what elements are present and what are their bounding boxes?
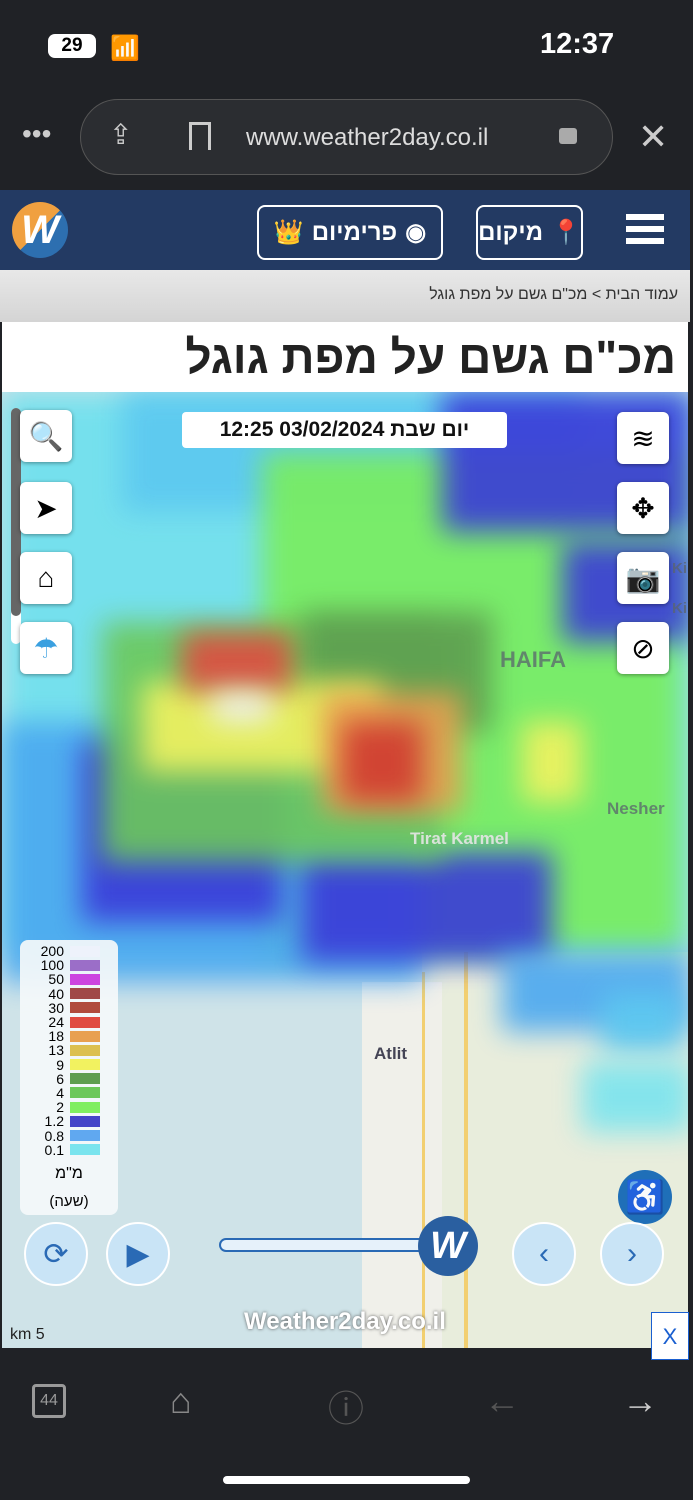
site-header: W ◉ פרימיום 👑 📍 מיקום (0, 190, 690, 270)
legend-item: 18 (26, 1029, 112, 1043)
next-button[interactable]: › (600, 1222, 664, 1286)
legend-item: 0.1 (26, 1143, 112, 1157)
refresh-button[interactable]: ⟳ (24, 1222, 88, 1286)
legend-swatch (70, 1059, 100, 1071)
home-icon[interactable]: ⌂ (170, 1380, 192, 1421)
info-icon[interactable]: ⓘ (328, 1388, 365, 1429)
map-label-tirat-karmel: Tirat Karmel (410, 829, 509, 848)
legend-item: 50 (26, 972, 112, 986)
legend-item: 100 (26, 958, 112, 972)
legend-swatch (70, 973, 100, 985)
premium-button[interactable]: ◉ פרימיום 👑 (257, 205, 443, 260)
legend-swatch (70, 959, 100, 971)
clock: 12:37 (540, 28, 615, 60)
scrollbar[interactable] (11, 408, 21, 644)
pin-icon: 📍 (551, 219, 581, 246)
location-button[interactable]: 📍 מיקום (476, 205, 583, 260)
legend-swatch (70, 1030, 100, 1042)
radar-timestamp: יום שבת 03/02/2024 12:25 (182, 412, 507, 448)
tabs-button[interactable]: 44 (32, 1384, 66, 1418)
bookmark-icon[interactable] (189, 122, 211, 150)
legend-item: 9 (26, 1058, 112, 1072)
fullscreen-icon[interactable]: ✥ (617, 482, 669, 534)
slider-handle[interactable]: W (418, 1216, 478, 1276)
map-label-atlit: Atlit (374, 1044, 408, 1063)
legend-swatch (70, 945, 100, 957)
close-icon[interactable]: ✕ (638, 116, 669, 157)
home-indicator (223, 1476, 470, 1484)
address-bar[interactable]: ⇪ www.weather2day.co.il (80, 99, 613, 175)
url-text[interactable]: www.weather2day.co.il (246, 124, 489, 151)
umbrella-icon[interactable]: ☂ (20, 622, 72, 674)
legend-item: 200 (26, 944, 112, 958)
map-scale: km 5 (10, 1326, 45, 1343)
legend-item: 6 (26, 1072, 112, 1086)
site-logo[interactable]: W (12, 202, 68, 258)
watermark: Weather2day.co.il (244, 1308, 446, 1335)
radar-echo (582, 1062, 688, 1132)
legend-item: 13 (26, 1043, 112, 1057)
legend-period: (שעה) (49, 1192, 89, 1210)
legend-swatch (70, 1115, 100, 1127)
search-icon[interactable]: 🔍 (20, 410, 72, 462)
legend-swatch (70, 1144, 100, 1156)
legend-item: 1.2 (26, 1114, 112, 1128)
satellite-icon[interactable]: ⊘ (617, 622, 669, 674)
legend-item: 24 (26, 1015, 112, 1029)
legend-swatch (70, 988, 100, 1000)
legend-swatch (70, 1044, 100, 1056)
legend-item: 2 (26, 1100, 112, 1114)
lock-icon (559, 128, 577, 144)
camera-icon[interactable]: 📷 (617, 552, 669, 604)
previous-button[interactable]: ‹ (512, 1222, 576, 1286)
map-label-haifa: HAIFA (500, 647, 566, 672)
crown-icon: 👑 (273, 219, 304, 246)
legend-swatch (70, 1016, 100, 1028)
menu-icon[interactable] (626, 214, 664, 244)
rain-radar-map[interactable]: HAIFA Nesher Tirat Karmel Atlit Ki Ki יו… (2, 392, 688, 1348)
wifi-icon: 📶 (110, 35, 140, 62)
radar-echo (342, 722, 422, 802)
radar-echo (522, 722, 582, 802)
radar-echo (182, 632, 292, 692)
page-title: מכ"ם גשם על מפת גוגל (2, 322, 688, 392)
legend-swatch (70, 1087, 100, 1099)
home-icon[interactable]: ⌂ (20, 552, 72, 604)
navigate-icon[interactable]: ➤ (20, 482, 72, 534)
breadcrumb-current: מכ"ם גשם על מפת גוגל (429, 286, 588, 303)
browser-toolbar: 44 ⌂ ⓘ ← → (0, 1362, 693, 1500)
legend-swatch (70, 1130, 100, 1142)
radar-echo (302, 852, 552, 962)
legend-unit: מ"מ (55, 1164, 83, 1182)
ad-close-button[interactable]: X (651, 1312, 689, 1360)
legend-swatch (70, 1073, 100, 1085)
legend-item: 0.8 (26, 1128, 112, 1143)
breadcrumb: עמוד הבית > מכ"ם גשם על מפת גוגל (0, 270, 690, 322)
legend-swatch (70, 1101, 100, 1113)
radar-echo (602, 992, 682, 1052)
legend-item: 30 (26, 1001, 112, 1015)
forward-icon[interactable]: → (622, 1380, 658, 1421)
legend-swatch (70, 1002, 100, 1014)
breadcrumb-home[interactable]: עמוד הבית (605, 286, 678, 303)
legend-item: 40 (26, 987, 112, 1001)
accessibility-icon[interactable]: ♿ (618, 1170, 672, 1224)
status-bar: 29 📶 12:37 (0, 0, 693, 90)
share-icon[interactable]: ⇪ (109, 119, 133, 150)
back-icon[interactable]: ← (484, 1380, 520, 1421)
rain-legend: 200 100 50 40 30 24 18 13 9 6 4 2 1.2 0.8 0.1 מ"מ (שעה… (20, 940, 118, 1215)
user-icon: ◉ (405, 219, 427, 246)
time-slider[interactable] (219, 1238, 429, 1252)
radar-echo (212, 692, 272, 722)
play-button[interactable]: ▶ (106, 1222, 170, 1286)
more-icon[interactable]: ••• (22, 118, 52, 149)
map-label-nesher: Nesher (607, 799, 665, 818)
battery-indicator: 29 (48, 34, 96, 58)
layers-icon[interactable]: ≋ (617, 412, 669, 464)
legend-item: 4 (26, 1086, 112, 1100)
